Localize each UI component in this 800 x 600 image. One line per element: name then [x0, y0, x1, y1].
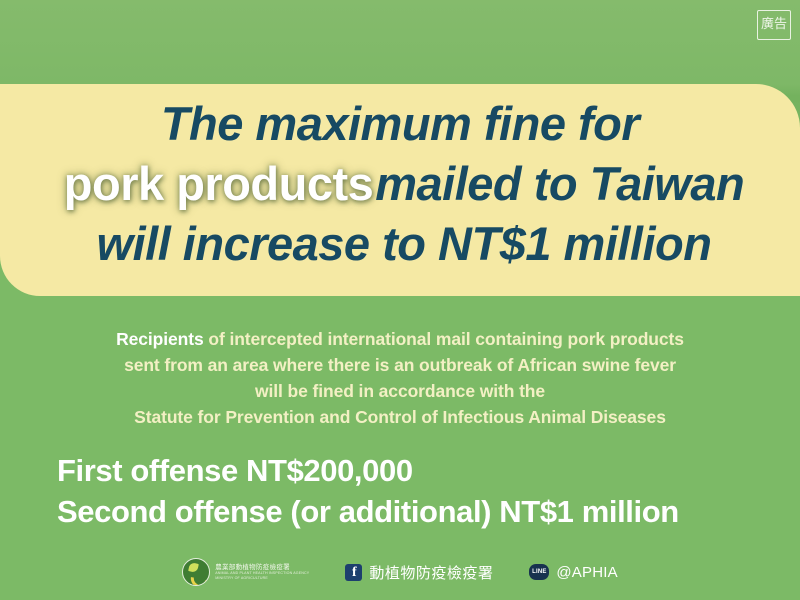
body-line-1: Recipients of intercepted international … [0, 326, 800, 352]
body-lead-word: Recipients [116, 329, 204, 349]
facebook-label[interactable]: 動植物防疫檢疫署 [369, 563, 494, 582]
line-icon[interactable]: LINE [529, 564, 550, 580]
agency-name-en-line-1: ANIMAL AND PLANT HEALTH INSPECTION AGENC… [215, 571, 310, 575]
penalty-first-offense: First offense NT$200,000 [57, 453, 413, 488]
body-line-1-rest: of intercepted international mail contai… [203, 329, 684, 349]
agency-logo: 農業部動植物防疫檢疫署 ANIMAL AND PLANT HEALTH INSP… [182, 558, 309, 586]
line-label[interactable]: @APHIA [556, 563, 618, 581]
advertisement-badge: 廣告 [757, 10, 791, 40]
facebook-link[interactable]: f 動植物防疫檢疫署 [345, 562, 493, 583]
body-line-2: sent from an area where there is an outb… [124, 355, 676, 375]
headline-line-2-rest: mailed to Taiwan [375, 157, 745, 210]
headline-panel-left-fill [0, 84, 46, 114]
footer-bar: 農業部動植物防疫檢疫署 ANIMAL AND PLANT HEALTH INSP… [0, 558, 800, 586]
agency-name-en-line-2: MINISTRY OF AGRICULTURE [215, 576, 268, 580]
headline-line-2: pork productsmailed to Taiwan [0, 154, 800, 214]
headline-panel [0, 84, 800, 296]
body-line-3: will be fined in accordance with the [254, 381, 546, 401]
agency-name-block: 農業部動植物防疫檢疫署 ANIMAL AND PLANT HEALTH INSP… [215, 563, 309, 581]
pork-products-highlight: pork products [63, 157, 374, 210]
body-line-4: Statute for Prevention and Control of In… [134, 407, 666, 427]
agency-name-zh: 農業部動植物防疫檢疫署 [215, 563, 290, 571]
body-paragraph: Recipients of intercepted international … [0, 326, 800, 430]
headline-text: The maximum fine for pork productsmailed… [0, 94, 800, 274]
penalty-second-offense: Second offense (or additional) NT$1 mill… [57, 494, 679, 529]
facebook-icon[interactable]: f [345, 563, 363, 581]
headline-line-1: The maximum fine for [160, 97, 640, 150]
headline-line-3: will increase to NT$1 million [96, 217, 712, 270]
line-link[interactable]: LINE @APHIA [529, 563, 618, 581]
penalty-list: First offense NT$200,000 Second offense … [57, 450, 777, 532]
agency-seal-icon [182, 558, 211, 586]
